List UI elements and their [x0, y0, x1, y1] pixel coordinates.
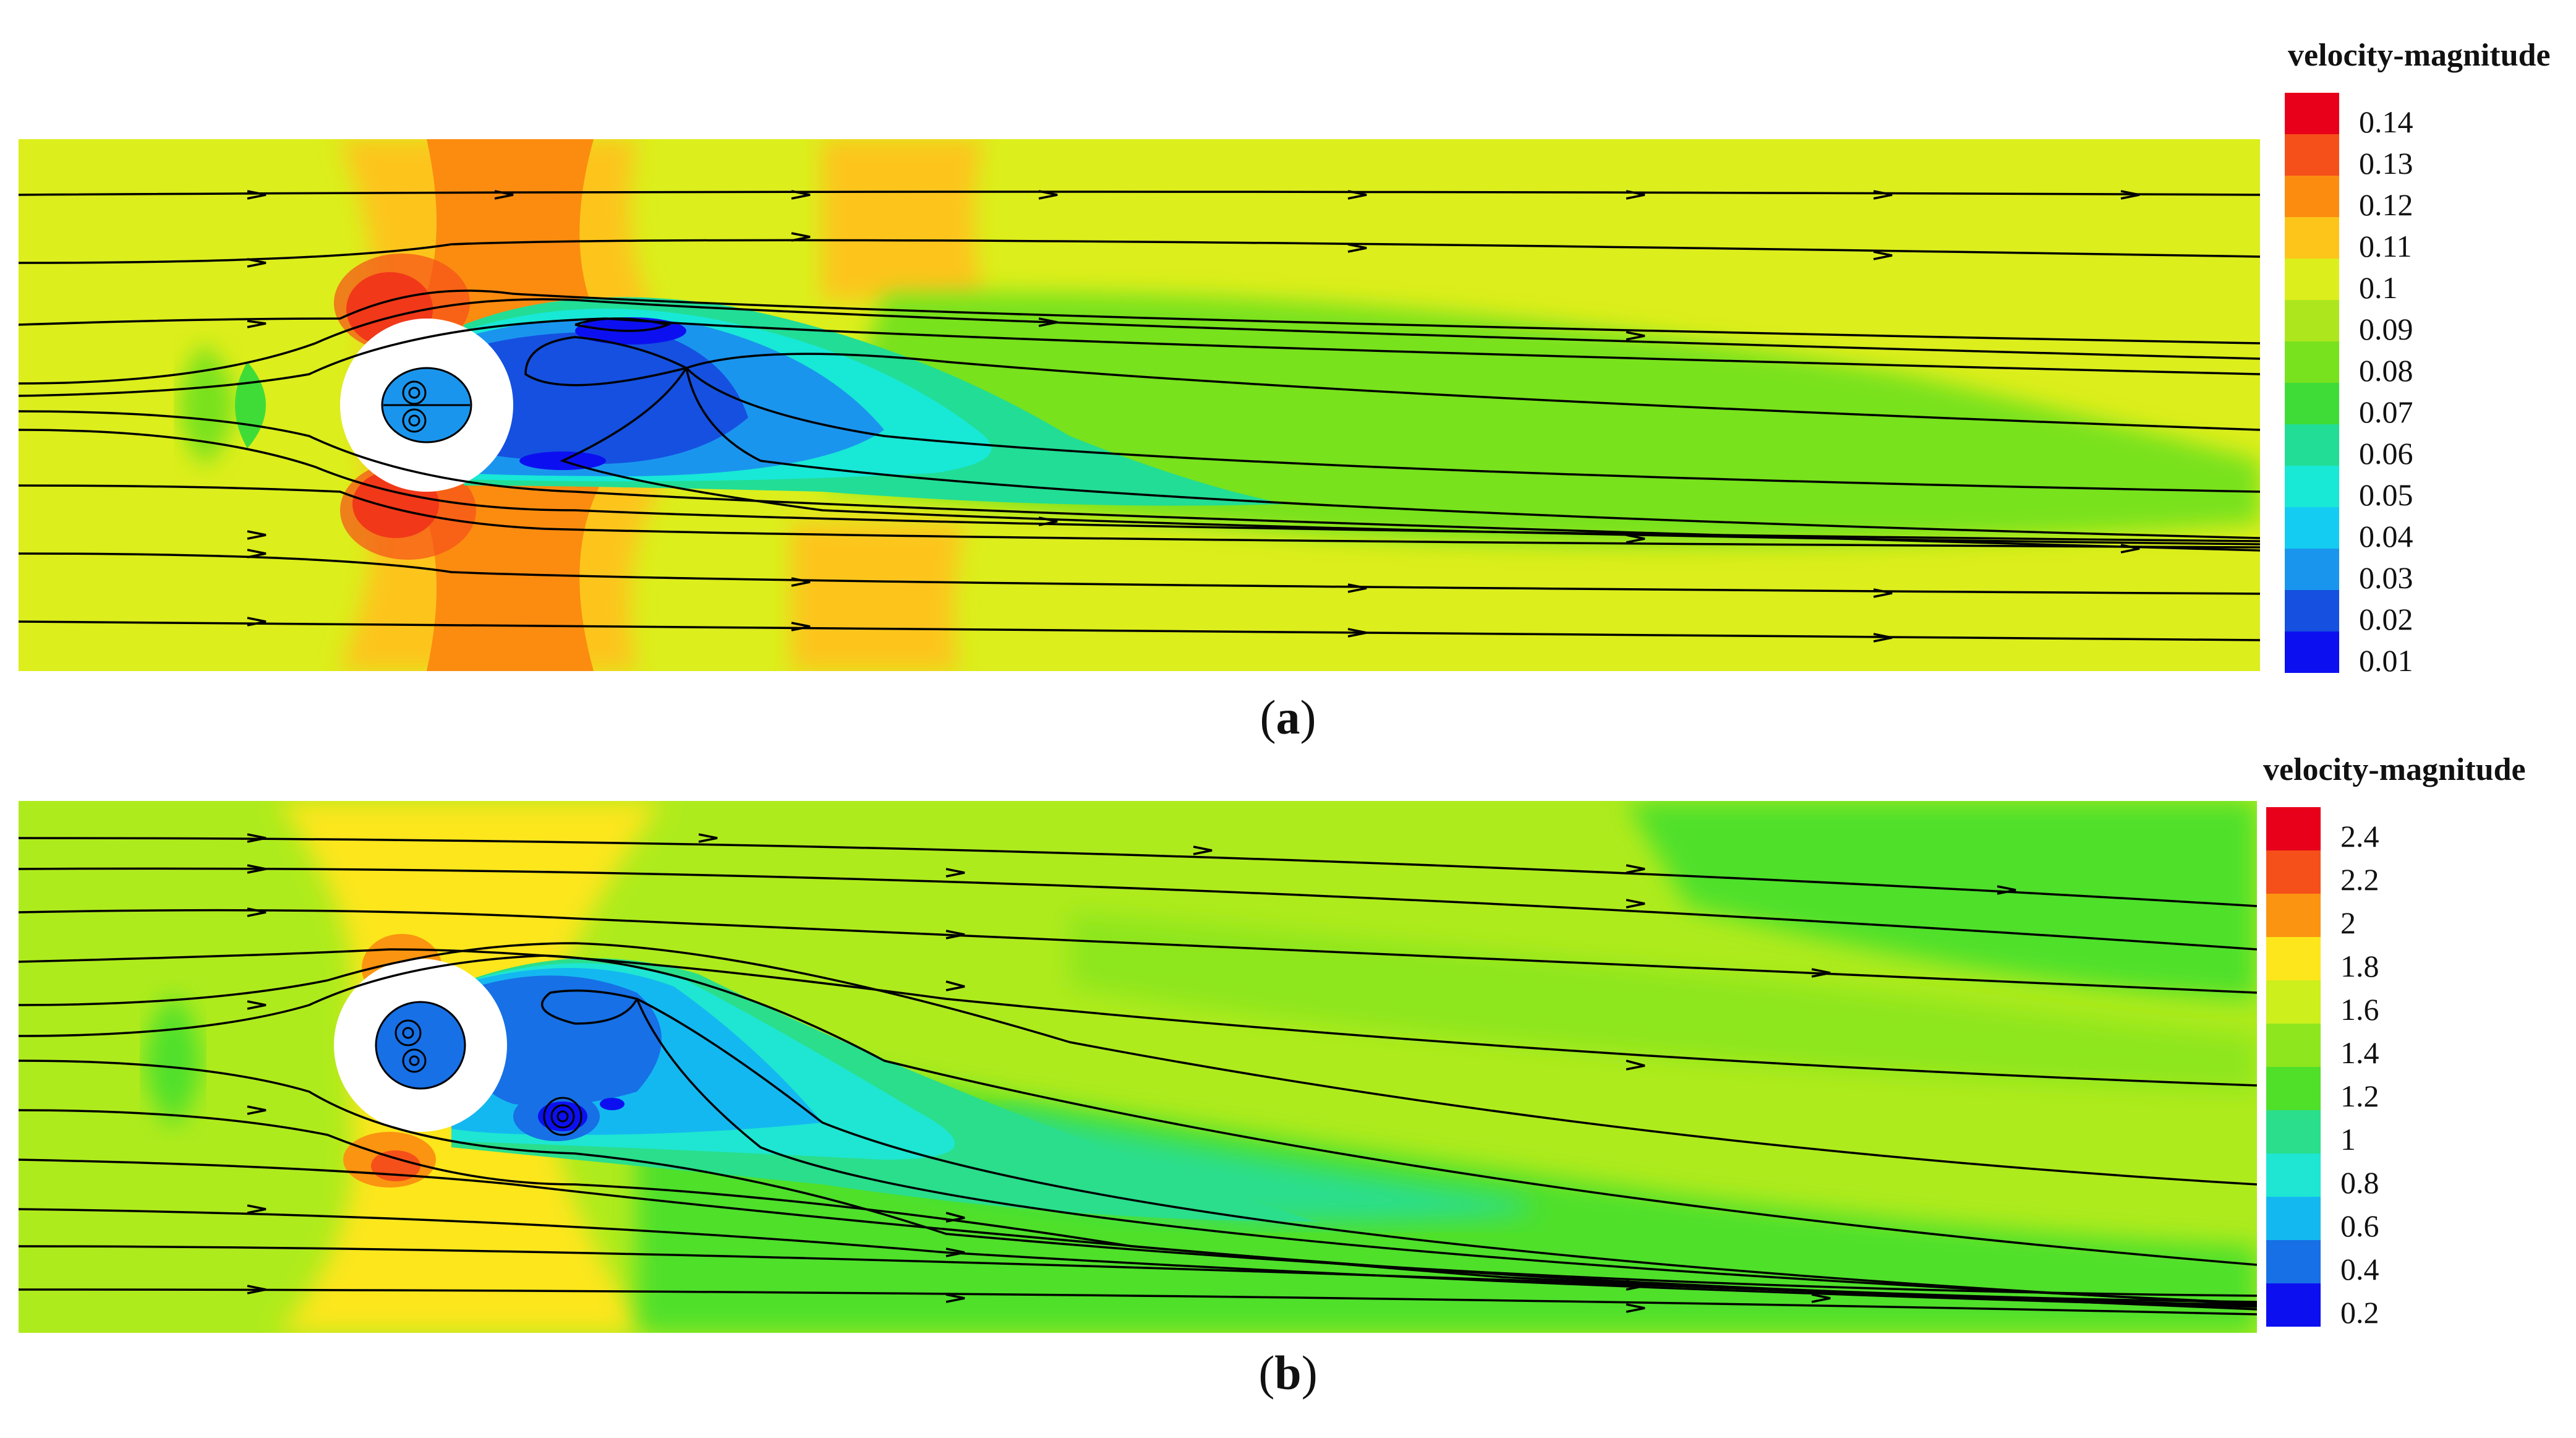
legend-tick-label: 0.06	[2359, 436, 2413, 471]
legend-swatch	[2266, 980, 2321, 1024]
legend-title-b: velocity-magnitude	[2263, 752, 2526, 787]
legend-swatch	[2285, 134, 2339, 176]
legend-swatch	[2266, 1197, 2321, 1240]
legend-swatch	[2266, 1110, 2321, 1153]
legend-tick-label: 0.6	[2340, 1209, 2379, 1243]
legend-swatch	[2285, 466, 2339, 507]
legend-swatch	[2266, 807, 2321, 850]
legend-tick-label: 0.13	[2359, 146, 2413, 181]
legend-tick-label: 0.02	[2359, 602, 2413, 636]
legend-tick-label: 0.07	[2359, 395, 2413, 429]
legend-tick-label: 1	[2340, 1122, 2356, 1157]
legend-swatch	[2285, 341, 2339, 383]
legend-tick-label: 2	[2340, 905, 2356, 940]
legend-swatch	[2285, 259, 2339, 300]
legend-swatch	[2285, 549, 2339, 590]
legend-swatch	[2285, 424, 2339, 466]
legend-swatch	[2285, 93, 2339, 134]
flow-field-b	[19, 801, 2257, 1333]
legend-swatch	[2285, 631, 2339, 673]
legend-tick-label: 1.2	[2340, 1079, 2379, 1113]
legend-swatch	[2285, 217, 2339, 259]
legend-swatch	[2285, 176, 2339, 217]
legend-swatch	[2266, 1067, 2321, 1110]
legend-tick-label: 0.4	[2340, 1252, 2379, 1286]
legend-swatch	[2285, 590, 2339, 631]
legend-tick-label: 0.14	[2359, 105, 2413, 139]
legend-swatch	[2266, 1240, 2321, 1283]
legend-tick-label: 0.09	[2359, 312, 2413, 346]
panel-b: (b) velocity-magnitude 2.4 2.2 2 1.8 1.6 1.4 1…	[0, 717, 2576, 1438]
legend-tick-label: 0.08	[2359, 353, 2413, 388]
legend-swatch	[2266, 894, 2321, 937]
flow-field-a	[19, 139, 2260, 671]
legend-tick-label: 2.4	[2340, 819, 2379, 854]
legend-tick-label: 0.12	[2359, 187, 2413, 222]
legend-tick-label: 0.03	[2359, 560, 2413, 595]
legend-tick-label: 0.8	[2340, 1165, 2379, 1200]
panel-caption-a: (a)	[1260, 690, 1316, 744]
legend-swatch	[2266, 1283, 2321, 1327]
legend-tick-label: 0.05	[2359, 477, 2413, 512]
legend-title-a: velocity-magnitude	[2288, 38, 2551, 73]
legend-swatch	[2266, 1024, 2321, 1067]
legend-tick-label: 0.04	[2359, 519, 2413, 554]
legend-tick-label: 0.11	[2359, 229, 2412, 263]
legend-tick-label: 0.01	[2359, 643, 2413, 678]
legend-tick-label: 0.2	[2340, 1295, 2379, 1330]
legend-tick-label: 1.8	[2340, 949, 2379, 983]
legend-swatch	[2285, 300, 2339, 341]
legend-swatch	[2266, 1153, 2321, 1197]
panel-caption-b: (b)	[1258, 1346, 1318, 1400]
legend-swatch	[2285, 383, 2339, 424]
legend-swatch	[2285, 507, 2339, 549]
legend-swatch	[2266, 850, 2321, 894]
legend-tick-label: 1.4	[2340, 1035, 2379, 1070]
legend-tick-label: 1.6	[2340, 992, 2379, 1027]
panel-a: (a) velocity-magnitude 0.14 0.13 0.12 0.11 0…	[0, 0, 2576, 744]
legend-swatch	[2266, 937, 2321, 980]
legend-tick-label: 2.2	[2340, 862, 2379, 897]
legend-tick-label: 0.1	[2359, 270, 2398, 305]
